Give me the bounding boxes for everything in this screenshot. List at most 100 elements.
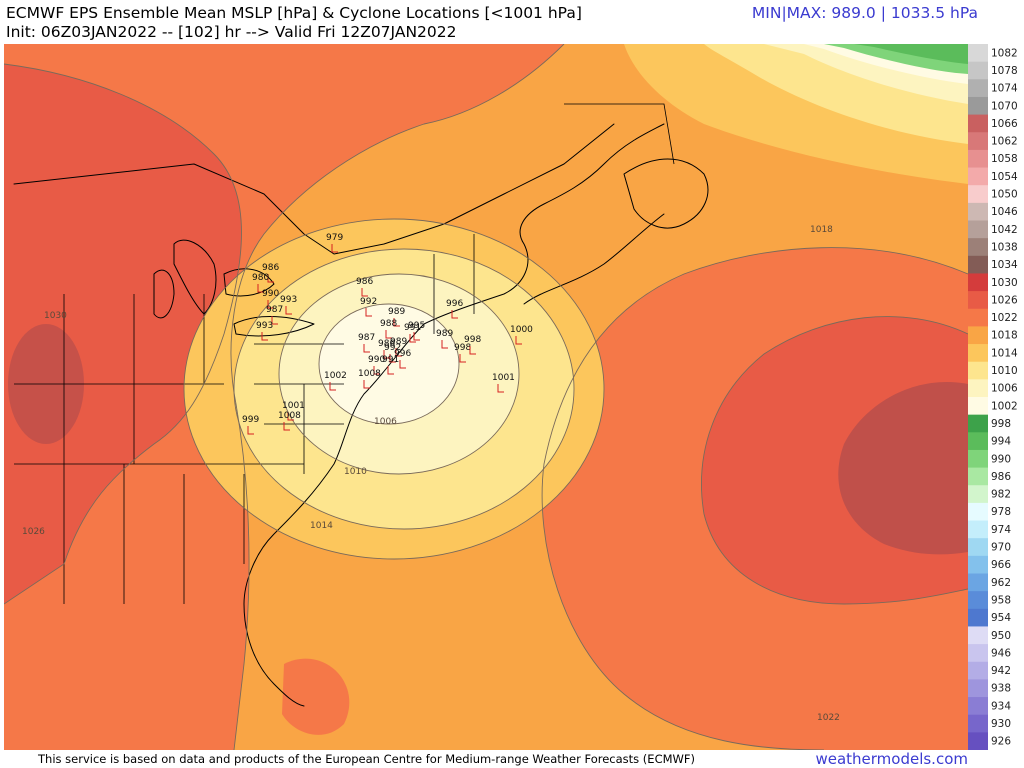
colorbar-swatch [968, 344, 988, 363]
colorbar-swatch [968, 644, 988, 663]
low-marker-icon [283, 422, 290, 431]
colorbar-swatch [968, 467, 988, 486]
low-marker-icon [393, 318, 400, 327]
colorbar-swatch [968, 608, 988, 627]
colorbar-label: 998 [991, 418, 1011, 430]
colorbar-label: 1018 [991, 330, 1018, 342]
footer-attribution: This service is based on data and produc… [38, 752, 695, 766]
isobar-label-1030: 1030 [44, 311, 67, 321]
colorbar-label: 1002 [991, 400, 1018, 412]
cyclone-value: 989 [390, 337, 407, 347]
cyclone-value: 989 [388, 307, 405, 317]
isobar-fill-ne-994 [854, 44, 968, 64]
colorbar-swatch [968, 379, 988, 398]
colorbar-label: 1070 [991, 100, 1018, 112]
low-marker-icon [399, 360, 406, 369]
colorbar-label: 1066 [991, 118, 1018, 130]
colorbar-label: 978 [991, 506, 1011, 518]
cyclone-value: 980 [252, 273, 269, 283]
low-marker-icon [383, 350, 390, 359]
cyclone-value: 1000 [510, 325, 533, 335]
low-marker-icon [385, 330, 392, 339]
colorbar-label: 1054 [991, 171, 1018, 183]
colorbar-label: 942 [991, 665, 1011, 677]
isobar-label-1014: 1014 [310, 521, 333, 531]
cyclone-value: 990 [262, 289, 279, 299]
colorbar-label: 1058 [991, 153, 1018, 165]
colorbar-swatch [968, 326, 988, 345]
pressure-colorbar: 1082 1078 1074 1070 1066 1062 1058 1054 1050 1046… [968, 44, 1018, 750]
colorbar-swatch [968, 697, 988, 716]
colorbar-swatch [968, 220, 988, 239]
colorbar-swatch [968, 238, 988, 257]
low-marker-icon [469, 346, 476, 355]
low-marker-icon [287, 412, 294, 421]
colorbar-swatch [968, 591, 988, 610]
low-marker-icon [451, 310, 458, 319]
low-marker-icon [363, 380, 370, 389]
colorbar-label: 962 [991, 577, 1011, 589]
colorbar-swatch [968, 96, 988, 116]
cyclone-value: 986 [378, 339, 395, 349]
colorbar-label: 946 [991, 647, 1011, 659]
low-marker-icon [441, 340, 448, 349]
low-marker-icon [373, 366, 380, 375]
colorbar-label: 1042 [991, 224, 1018, 236]
colorbar-label: 1050 [991, 189, 1018, 201]
cyclone-value: 996 [394, 349, 411, 359]
colorbar-label: 1038 [991, 241, 1018, 253]
low-marker-icon [515, 336, 522, 345]
cyclone-value: 990 [368, 355, 385, 365]
colorbar-label: 1030 [991, 277, 1018, 289]
colorbar-swatch [968, 502, 988, 522]
colorbar-label: 1022 [991, 312, 1018, 324]
colorbar-label: 1014 [991, 347, 1018, 359]
cyclone-value: 986 [262, 263, 279, 273]
isobar-fill-low-1002 [319, 304, 459, 424]
colorbar-swatch [968, 202, 988, 221]
cyclone-value: 1001 [492, 373, 515, 383]
cyclone-value: 1002 [324, 371, 347, 381]
isobar-label-1006: 1006 [374, 417, 397, 427]
cyclone-value: 1001 [282, 401, 305, 411]
colorbar-label: 1034 [991, 259, 1018, 271]
colorbar-swatch [968, 414, 988, 433]
colorbar-swatch [968, 485, 988, 504]
header-text: ECMWF EPS Ensemble Mean MSLP [hPa] & Cyc… [6, 4, 582, 42]
colorbar-swatch [968, 273, 988, 292]
colorbar-swatch [968, 397, 988, 416]
colorbar-label: 982 [991, 489, 1011, 501]
colorbar-label: 958 [991, 594, 1011, 606]
minmax-readout: MIN|MAX: 989.0 | 1033.5 hPa [751, 4, 978, 22]
colorbar-swatch [968, 132, 988, 151]
cyclone-value: 993 [280, 295, 297, 305]
colorbar-swatch [968, 449, 988, 469]
colorbar-swatch [968, 573, 988, 592]
colorbar-swatch [968, 44, 988, 63]
cyclone-value: 998 [454, 343, 471, 353]
cyclone-markers: 9799869809909939879939869929899969889899… [242, 233, 533, 435]
colorbar-label: 934 [991, 700, 1011, 712]
colorbar-swatch [968, 555, 988, 574]
cyclone-value: 992 [360, 297, 377, 307]
isobar-fill-caribbean-1022 [282, 658, 350, 735]
colorbar-swatch [968, 538, 988, 557]
colorbar-label: 938 [991, 683, 1011, 695]
colorbar-label: 990 [991, 453, 1011, 465]
low-marker-icon [365, 308, 372, 317]
colorbar-label: 966 [991, 559, 1011, 571]
footer-site[interactable]: weathermodels.com [815, 750, 968, 768]
cyclone-value: 991 [382, 355, 399, 365]
cyclone-value: 989 [436, 329, 453, 339]
colorbar-swatch [968, 291, 988, 310]
colorbar-swatch [968, 185, 988, 204]
low-marker-icon [395, 348, 402, 357]
cyclone-value: 986 [356, 277, 373, 287]
isobar-fill-atlantic-1030 [838, 382, 968, 555]
low-marker-icon [409, 334, 416, 343]
colorbar-swatch [968, 308, 988, 327]
colorbar-swatch [968, 661, 988, 680]
colorbar-swatch [968, 61, 988, 80]
low-marker-icon [257, 284, 264, 293]
colorbar-swatch [968, 732, 988, 750]
